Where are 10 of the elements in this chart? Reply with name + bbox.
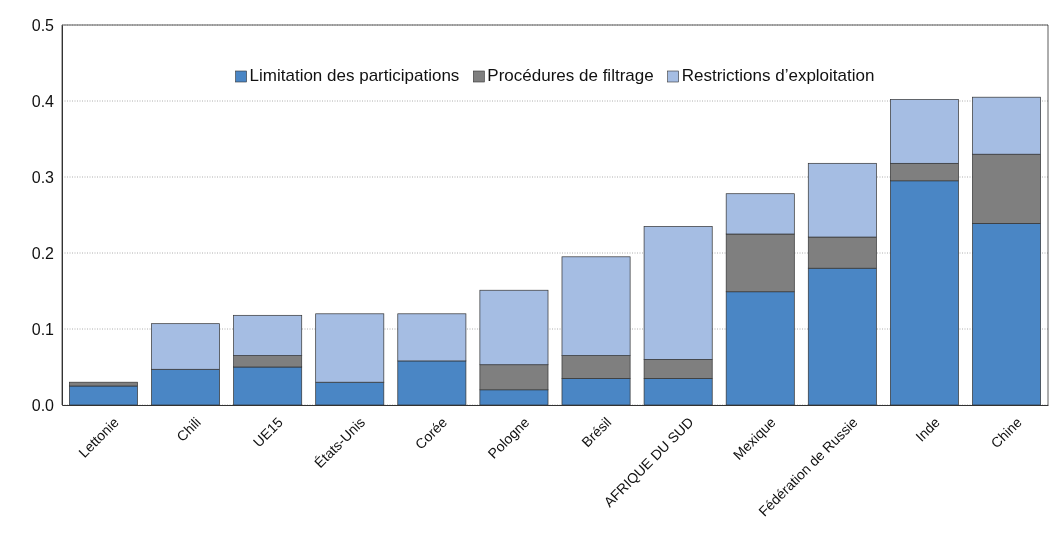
y-tick-label: 0.3 bbox=[31, 168, 55, 186]
y-tick-label: 0.0 bbox=[31, 396, 55, 414]
y-tick-label: 0.4 bbox=[31, 92, 55, 110]
y-tick-label: 0.5 bbox=[31, 16, 55, 34]
y-tick-label: 0.2 bbox=[31, 244, 55, 262]
y-tick-label: 0.1 bbox=[31, 320, 55, 338]
legend-label: Procédures de filtrage bbox=[487, 66, 654, 85]
legend-label: Restrictions d’exploitation bbox=[681, 66, 875, 85]
legend-label: Limitation des participations bbox=[249, 66, 460, 85]
x-tick-label: Inde bbox=[912, 413, 943, 445]
